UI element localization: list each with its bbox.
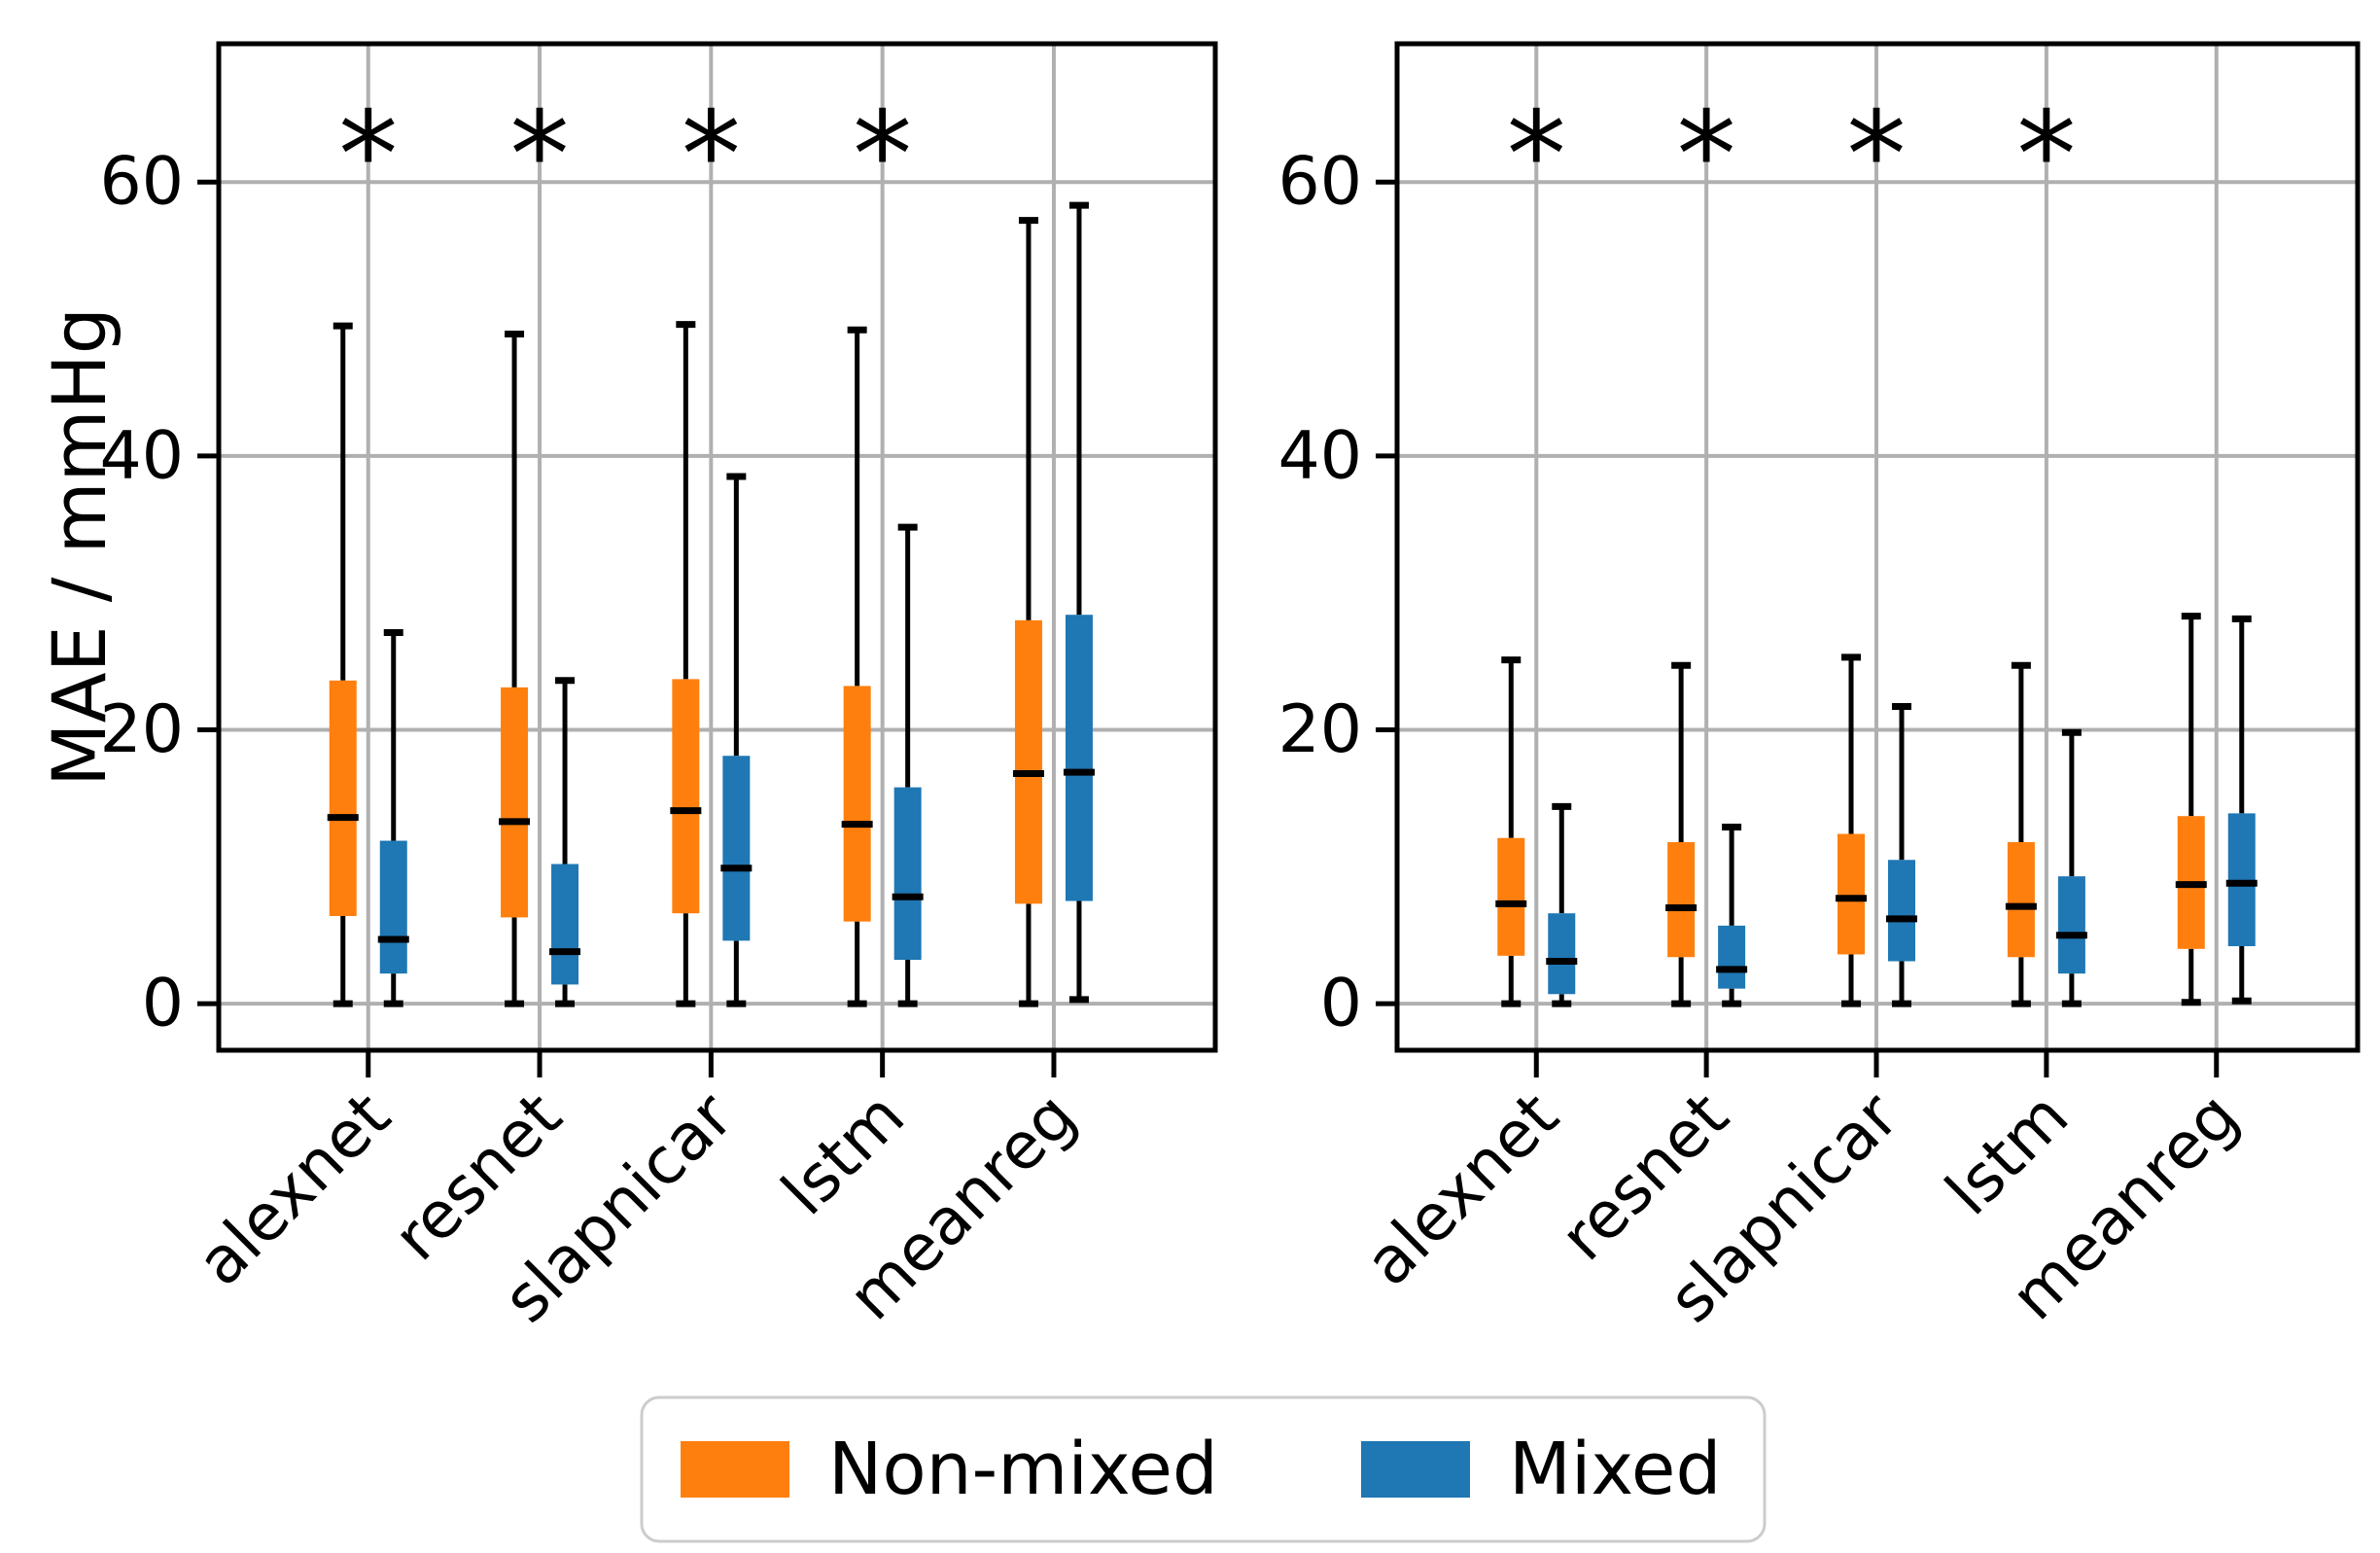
significance-asterisk-slapnicar: * [682, 86, 741, 224]
box-mixed-meanreg [1063, 201, 1095, 1004]
box-mixed-lstm [2055, 728, 2087, 1007]
iqr-box [672, 679, 700, 914]
box-mixed-alexnet [377, 629, 409, 1007]
iqr-box [2057, 876, 2085, 974]
box-non-mixed-meanreg [2175, 613, 2207, 1006]
box-non-mixed-resnet [499, 331, 531, 1007]
right-series-mixed [1546, 615, 2258, 1007]
y-tick-label-0: 0 [142, 966, 184, 1042]
box-non-mixed-meanreg [1012, 217, 1044, 1007]
significance-asterisk-resnet: * [510, 86, 570, 224]
box-non-mixed-alexnet [1495, 656, 1527, 1007]
significance-asterisk-lstm: * [2016, 86, 2076, 224]
box-mixed-alexnet [1546, 802, 1578, 1007]
box-mixed-slapnicar [720, 473, 752, 1007]
legend: Non-mixed Mixed [640, 1395, 1767, 1543]
box-mixed-meanreg [2225, 615, 2258, 1005]
left-series-nonmixed [327, 217, 1044, 1007]
legend-frame [640, 1395, 1767, 1543]
legend-swatch-non-mixed [681, 1441, 789, 1498]
box-non-mixed-alexnet [327, 322, 359, 1007]
box-mixed-resnet [549, 677, 581, 1007]
box-non-mixed-lstm [2005, 661, 2037, 1007]
iqr-box [722, 756, 751, 941]
legend-label-non-mixed: Non-mixed [828, 1428, 1218, 1511]
iqr-box [379, 840, 407, 974]
iqr-box [1838, 833, 1866, 955]
box-non-mixed-lstm [841, 326, 873, 1007]
left-axes-frame [216, 41, 1218, 1053]
iqr-box [1014, 619, 1042, 904]
left-series-mixed [377, 201, 1095, 1007]
iqr-box [501, 687, 529, 918]
iqr-box [893, 787, 922, 961]
significance-asterisk-alexnet: * [1507, 86, 1566, 224]
legend-label-mixed: Mixed [1509, 1428, 1721, 1511]
y-axis-label: MAE / mmHg [36, 307, 122, 787]
right-gridlines [1397, 44, 2358, 1050]
y-tick-label-60: 60 [1278, 144, 1362, 221]
iqr-box [2007, 841, 2035, 958]
box-non-mixed-resnet [1665, 661, 1698, 1007]
iqr-box [1497, 837, 1525, 956]
box-non-mixed-slapnicar [670, 321, 702, 1007]
y-tick-label-20: 20 [99, 691, 184, 768]
box-mixed-resnet [1716, 823, 1748, 1007]
iqr-box [2227, 813, 2256, 946]
iqr-box [551, 864, 579, 985]
iqr-box [843, 686, 871, 922]
y-tick-label-40: 40 [99, 417, 184, 494]
box-mixed-lstm [892, 523, 924, 1007]
y-tick-label-40: 40 [1278, 417, 1362, 494]
right-series-nonmixed [1495, 613, 2207, 1007]
iqr-box [1667, 841, 1696, 958]
box-non-mixed-slapnicar [1836, 653, 1868, 1007]
iqr-box [1065, 615, 1093, 901]
significance-asterisk-slapnicar: * [1847, 86, 1907, 224]
y-tick-label-20: 20 [1278, 691, 1362, 768]
significance-asterisk-resnet: * [1677, 86, 1736, 224]
iqr-box [1888, 860, 1916, 962]
significance-asterisk-alexnet: * [338, 86, 398, 224]
iqr-box [1548, 913, 1576, 995]
y-tick-label-0: 0 [1320, 966, 1362, 1042]
iqr-box [329, 680, 357, 916]
significance-asterisk-lstm: * [853, 86, 912, 224]
y-tick-label-60: 60 [99, 144, 184, 221]
iqr-box [1718, 925, 1746, 989]
box-mixed-slapnicar [1886, 703, 1918, 1007]
legend-swatch-mixed [1361, 1441, 1470, 1498]
